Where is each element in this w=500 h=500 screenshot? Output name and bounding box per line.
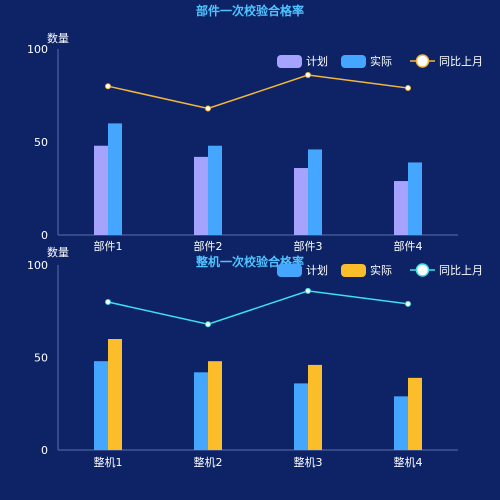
bar-plan[interactable] [94, 361, 108, 450]
legend-label[interactable]: 计划 [306, 55, 328, 68]
bar-plan[interactable] [294, 383, 308, 450]
bar-plan[interactable] [394, 396, 408, 450]
line-point[interactable] [405, 300, 411, 307]
x-tick-label: 部件1 [94, 239, 123, 253]
bar-plan[interactable] [394, 181, 408, 235]
legend-label[interactable]: 实际 [370, 54, 392, 68]
bar-actual[interactable] [308, 364, 322, 450]
legend-swatch-marker[interactable] [415, 263, 430, 277]
line-point[interactable] [205, 321, 211, 328]
line-point[interactable] [105, 299, 111, 305]
legend-label[interactable]: 实际 [370, 263, 392, 277]
legend-label[interactable]: 计划 [306, 264, 328, 277]
bar-actual[interactable] [408, 162, 422, 235]
legend-swatch[interactable] [277, 55, 302, 68]
bar-plan[interactable] [294, 168, 308, 235]
legend-swatch-marker[interactable] [415, 54, 430, 68]
line-point[interactable] [205, 105, 211, 112]
x-tick-label: 整机2 [194, 455, 223, 469]
series-line [107, 290, 409, 325]
bar-plan[interactable] [194, 372, 208, 450]
x-tick-label: 部件4 [394, 239, 423, 253]
y-tick-label: 100 [27, 259, 48, 272]
legend-label[interactable]: 同比上月 [439, 55, 483, 68]
y-tick-label: 50 [34, 352, 48, 365]
legend: 计划 实际 同比上月 [277, 263, 483, 277]
y-tick-label: 100 [27, 43, 48, 56]
chart-2: 整机一次校验合格率 数量 0 50 100 整机1 整机2 整机3 整机4 计划 实际 同比上月 [27, 246, 483, 469]
bar-actual[interactable] [408, 377, 422, 450]
line-point[interactable] [405, 85, 411, 92]
bar-plan[interactable] [194, 156, 208, 235]
bar-actual[interactable] [108, 339, 122, 450]
y-tick-label: 50 [34, 136, 48, 149]
bar-actual[interactable] [108, 123, 122, 235]
legend-swatch[interactable] [341, 55, 366, 68]
x-tick-label: 部件3 [294, 239, 323, 253]
legend-swatch[interactable] [341, 264, 366, 277]
x-tick-label: 整机1 [94, 455, 123, 469]
y-axis-label: 数量 [47, 246, 69, 259]
y-tick-label: 0 [41, 444, 48, 457]
bar-actual[interactable] [208, 145, 222, 235]
legend-swatch[interactable] [277, 264, 302, 277]
bar-plan[interactable] [94, 145, 108, 235]
y-tick-label: 0 [41, 229, 48, 242]
y-axis-label: 数量 [47, 32, 69, 45]
legend: 计划 实际 同比上月 [277, 54, 483, 68]
bar-actual[interactable] [208, 361, 222, 450]
bar-actual[interactable] [308, 149, 322, 235]
x-tick-label: 整机3 [294, 455, 323, 469]
chart-title: 整机一次校验合格率 [195, 254, 304, 269]
line-point[interactable] [105, 83, 111, 90]
series-line [107, 74, 409, 110]
x-tick-label: 整机4 [394, 455, 423, 469]
chart-title: 部件一次校验合格率 [196, 3, 304, 18]
line-point[interactable] [305, 72, 311, 79]
line-point[interactable] [305, 287, 311, 294]
x-tick-label: 部件2 [194, 239, 223, 253]
legend-label[interactable]: 同比上月 [439, 264, 483, 277]
